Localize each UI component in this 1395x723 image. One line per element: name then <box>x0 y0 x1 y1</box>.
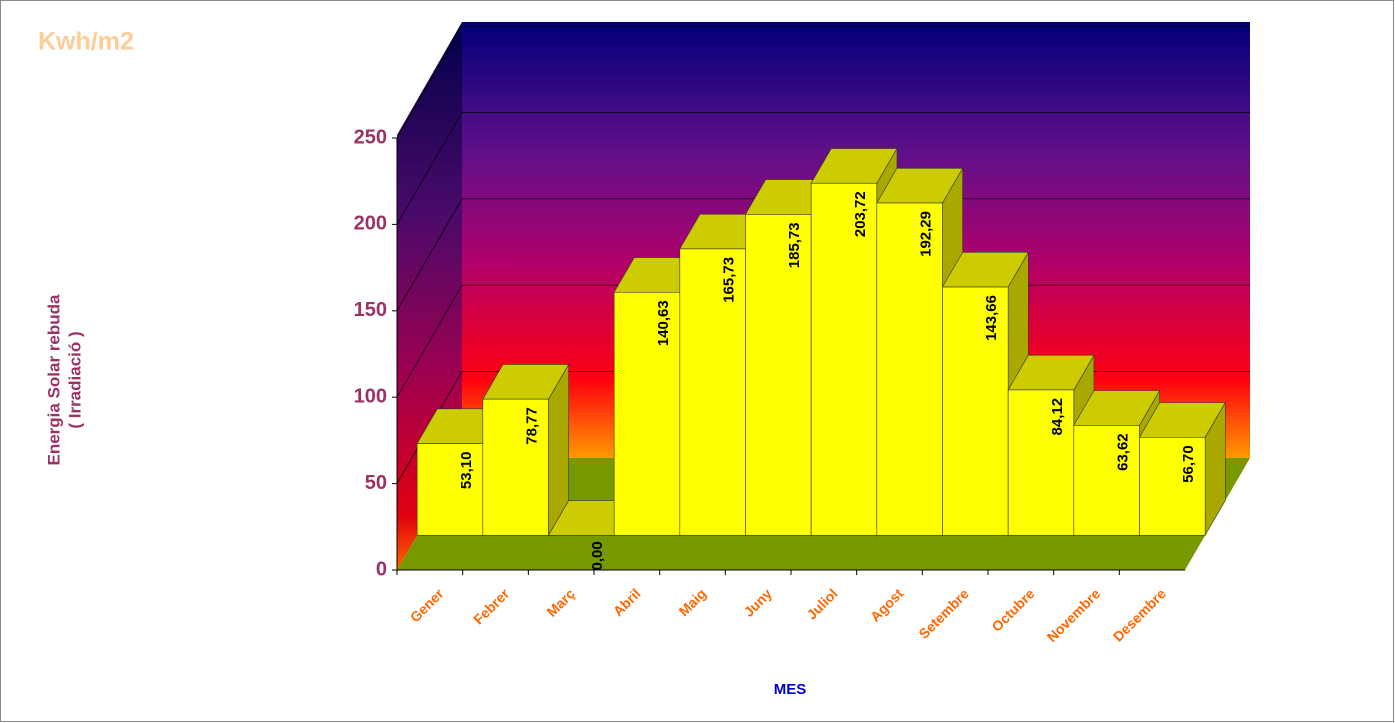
data-label: 192,29 <box>917 211 934 257</box>
bar <box>810 182 878 536</box>
grid-line <box>396 285 463 398</box>
y-tick-label: 150 <box>354 299 387 321</box>
data-label: 143,66 <box>983 295 1000 341</box>
bar <box>416 443 484 536</box>
data-label: 203,72 <box>852 191 869 237</box>
data-label: 84,12 <box>1049 398 1066 436</box>
data-label: 140,63 <box>655 300 672 346</box>
data-label: 185,73 <box>786 222 803 268</box>
bar <box>1139 437 1206 536</box>
y-tick-label: 250 <box>354 126 387 148</box>
y-tick-label: 50 <box>365 472 387 494</box>
y-axis-label: ( Irradiació ) <box>65 331 84 428</box>
grid-line <box>396 25 463 139</box>
bar <box>613 291 681 536</box>
chart-title: Kwh/m2 <box>38 28 134 56</box>
grid-line <box>396 198 463 311</box>
data-label: 165,73 <box>720 257 737 303</box>
bar <box>482 398 549 536</box>
y-tick-label: 0 <box>376 558 387 580</box>
y-tick-label: 100 <box>354 385 387 407</box>
y-axis-label: Energia Solar rebuda <box>44 294 63 466</box>
bar <box>679 248 746 536</box>
bar <box>876 202 943 536</box>
data-label: 53,10 <box>458 452 475 490</box>
data-label: 78,77 <box>523 407 540 445</box>
data-label: 56,70 <box>1180 445 1197 483</box>
data-label: 0,00 <box>589 541 606 570</box>
bar <box>1007 389 1075 536</box>
grid-line <box>396 112 463 225</box>
y-tick-label: 200 <box>354 213 387 235</box>
bar <box>745 214 812 536</box>
data-label: 63,62 <box>1114 433 1131 471</box>
x-axis-label: MES <box>774 681 807 698</box>
